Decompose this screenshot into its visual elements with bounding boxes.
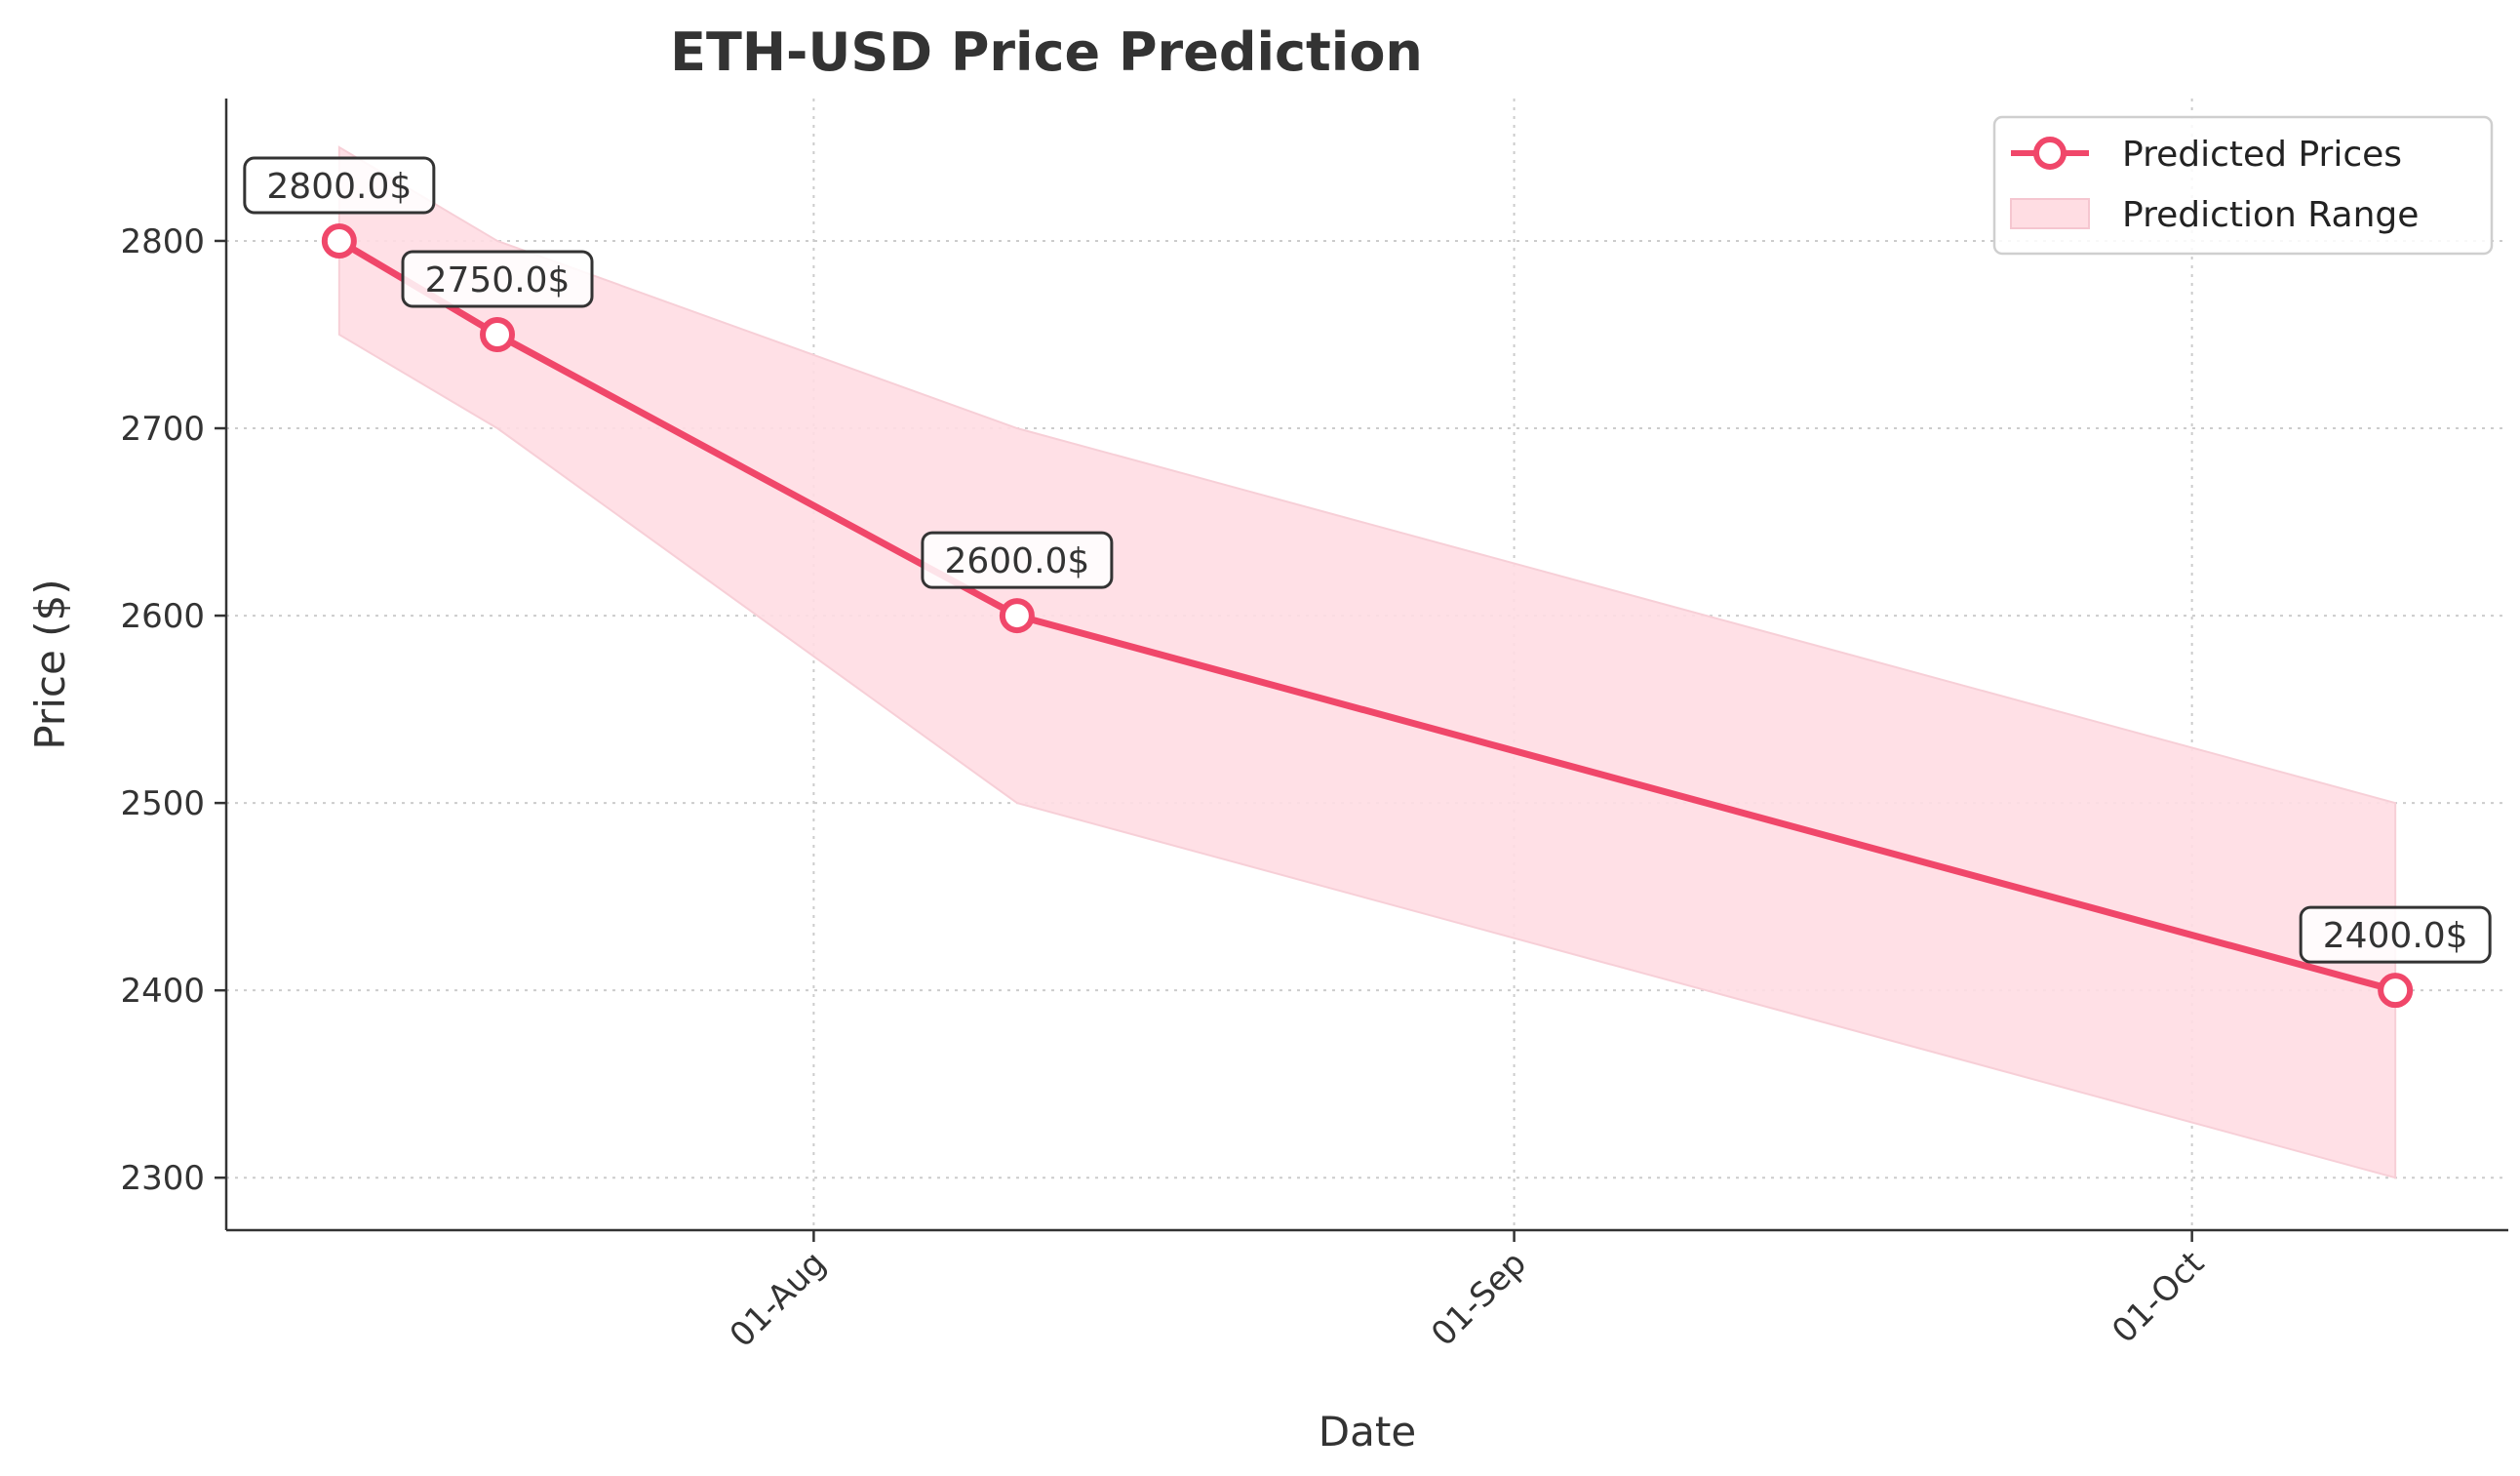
y-tick-label: 2500 bbox=[120, 784, 205, 823]
y-tick-label: 2400 bbox=[120, 972, 205, 1011]
legend-frame bbox=[1992, 115, 2494, 256]
axes bbox=[224, 99, 2508, 1232]
data-labels: 2800.0$ 2750.0$ 2600.0$ 2400.0$ bbox=[243, 156, 2492, 964]
data-label-box bbox=[921, 531, 1114, 589]
data-label-box bbox=[243, 156, 436, 215]
data-label: 2750.0$ bbox=[425, 260, 571, 300]
data-label: 2800.0$ bbox=[266, 167, 412, 207]
data-label: 2400.0$ bbox=[2323, 916, 2468, 956]
legend-marker-swatch bbox=[2033, 137, 2067, 170]
predicted-price-marker bbox=[999, 598, 1035, 634]
legend-range-swatch bbox=[2010, 198, 2090, 229]
legend-label-prediction-range: Prediction Range bbox=[2122, 195, 2419, 235]
y-tick-label: 2700 bbox=[120, 410, 205, 449]
legend-label-predicted-prices: Predicted Prices bbox=[2122, 135, 2402, 175]
prediction-range-area bbox=[337, 145, 2397, 1179]
chart-title: ETH-USD Price Prediction bbox=[670, 21, 1423, 83]
y-tick-label: 2300 bbox=[120, 1159, 205, 1198]
predicted-price-marker bbox=[480, 316, 516, 352]
y-tick-label: 2600 bbox=[120, 597, 205, 636]
x-axis-label: Date bbox=[1319, 1408, 1416, 1456]
data-label-box bbox=[401, 250, 594, 308]
y-tick-label: 2800 bbox=[120, 222, 205, 261]
predicted-price-marker bbox=[2378, 973, 2414, 1009]
y-axis-label: Price ($) bbox=[26, 578, 74, 749]
predicted-price-marker bbox=[321, 222, 357, 259]
y-ticks: 2300 2400 2500 2600 2700 2800 bbox=[120, 222, 226, 1198]
legend: Predicted Prices Prediction Range bbox=[1992, 115, 2494, 256]
prediction-range-band bbox=[337, 145, 2397, 1179]
data-label: 2600.0$ bbox=[944, 541, 1089, 581]
data-label-box bbox=[2299, 905, 2492, 964]
